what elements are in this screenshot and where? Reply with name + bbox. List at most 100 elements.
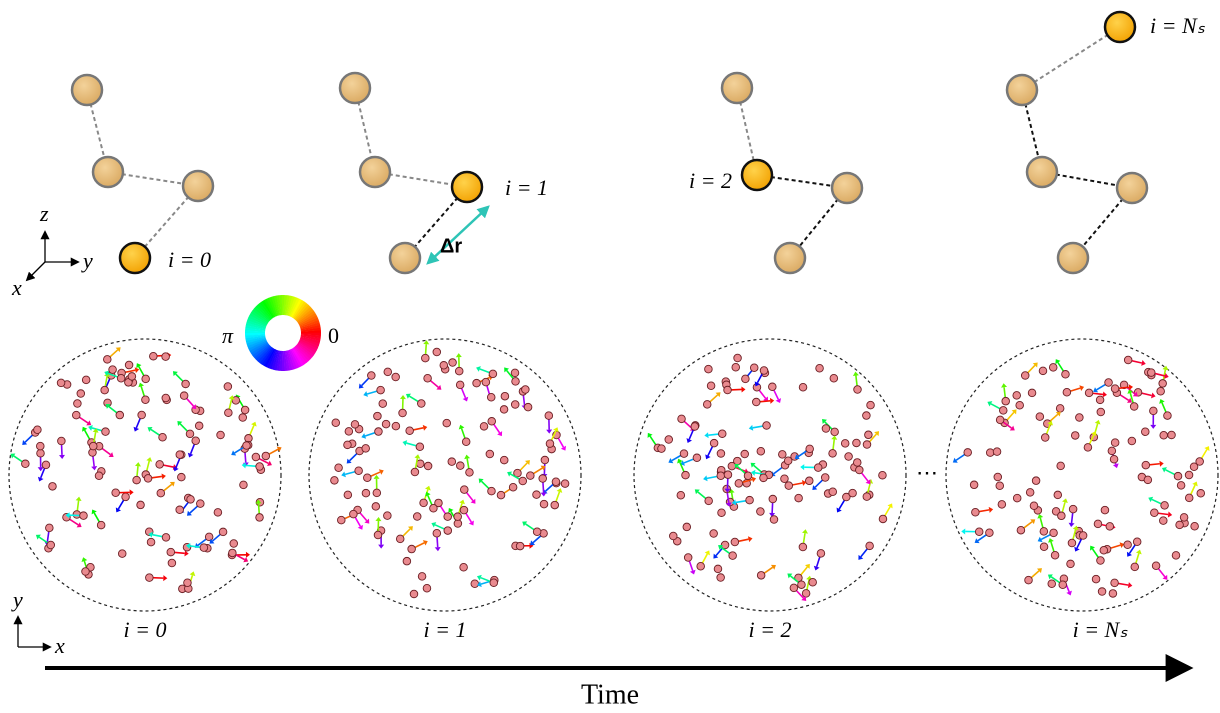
particle [116,411,124,419]
bead [1027,157,1057,187]
particle [382,420,390,428]
particle [841,440,849,448]
particle [798,581,806,589]
particle [541,456,549,464]
particle [1062,370,1070,378]
particle [101,386,109,394]
particle [180,392,188,400]
particle [867,401,875,409]
spin-head [1129,384,1133,390]
spin-head [989,507,993,513]
particle [456,462,464,470]
particle [82,376,90,384]
particle [374,412,382,420]
spin-head [831,435,837,439]
particle [1041,434,1049,442]
particle [750,364,758,372]
spin-head [541,492,547,496]
particle [384,512,392,520]
particle [1016,401,1024,409]
particle [417,400,425,408]
particle [424,462,432,470]
particle [344,491,352,499]
particle [994,473,1002,481]
particle [814,464,822,472]
particle [74,400,82,408]
particle [1030,502,1038,510]
particle [176,451,184,459]
particle [187,496,195,504]
particle [705,497,713,505]
particle [500,406,508,414]
particle [1051,551,1059,559]
particle [345,428,353,436]
particle [375,428,383,436]
particle [22,460,30,468]
particle [546,440,554,448]
particle [1059,581,1067,589]
particle [46,524,54,532]
particle [473,379,481,387]
particle [214,509,222,517]
particle [460,563,468,571]
particle [219,528,227,536]
particle [77,390,85,398]
particle [795,494,803,502]
particle [1101,506,1109,514]
particle [159,433,167,441]
particle [718,509,726,517]
particle [144,475,152,483]
particle [752,398,760,406]
bond [1022,27,1120,90]
particle [1106,523,1114,531]
bead [722,73,752,103]
particle [1176,521,1184,529]
particle [863,441,871,449]
particle [239,414,247,422]
spin-head [135,462,141,466]
particle [89,442,97,450]
particle [707,382,715,390]
particle [368,372,376,380]
particle [1124,356,1132,364]
particle [717,472,725,480]
particle [1108,447,1116,455]
particle [182,380,190,388]
particle [331,477,339,485]
particle [374,531,382,539]
particle [779,451,787,459]
spin-head [423,425,428,431]
particle [1092,575,1100,583]
particle [344,441,352,449]
spin-head [741,386,745,392]
particle [683,523,691,531]
particle [1185,494,1193,502]
time-label: Time [581,679,639,710]
particle [488,418,496,426]
particle [769,495,777,503]
particle [822,425,830,433]
particle [497,491,505,499]
particle [1111,579,1119,587]
particle [230,540,238,548]
spin-head [749,425,753,431]
particle [1039,367,1047,375]
particle [243,442,251,450]
particle [509,483,517,491]
particle [482,378,490,386]
particle [849,489,857,497]
particle [146,574,154,582]
particle [1141,428,1149,436]
particle [423,584,431,592]
particle [831,428,839,436]
particle [533,491,541,499]
domain [309,339,581,611]
particle [799,383,807,391]
particle [460,486,468,494]
particle [1159,380,1167,388]
spin-head [135,367,140,373]
spin-head [400,395,406,399]
bead [93,157,123,187]
particle [156,461,164,469]
particle [205,533,213,541]
